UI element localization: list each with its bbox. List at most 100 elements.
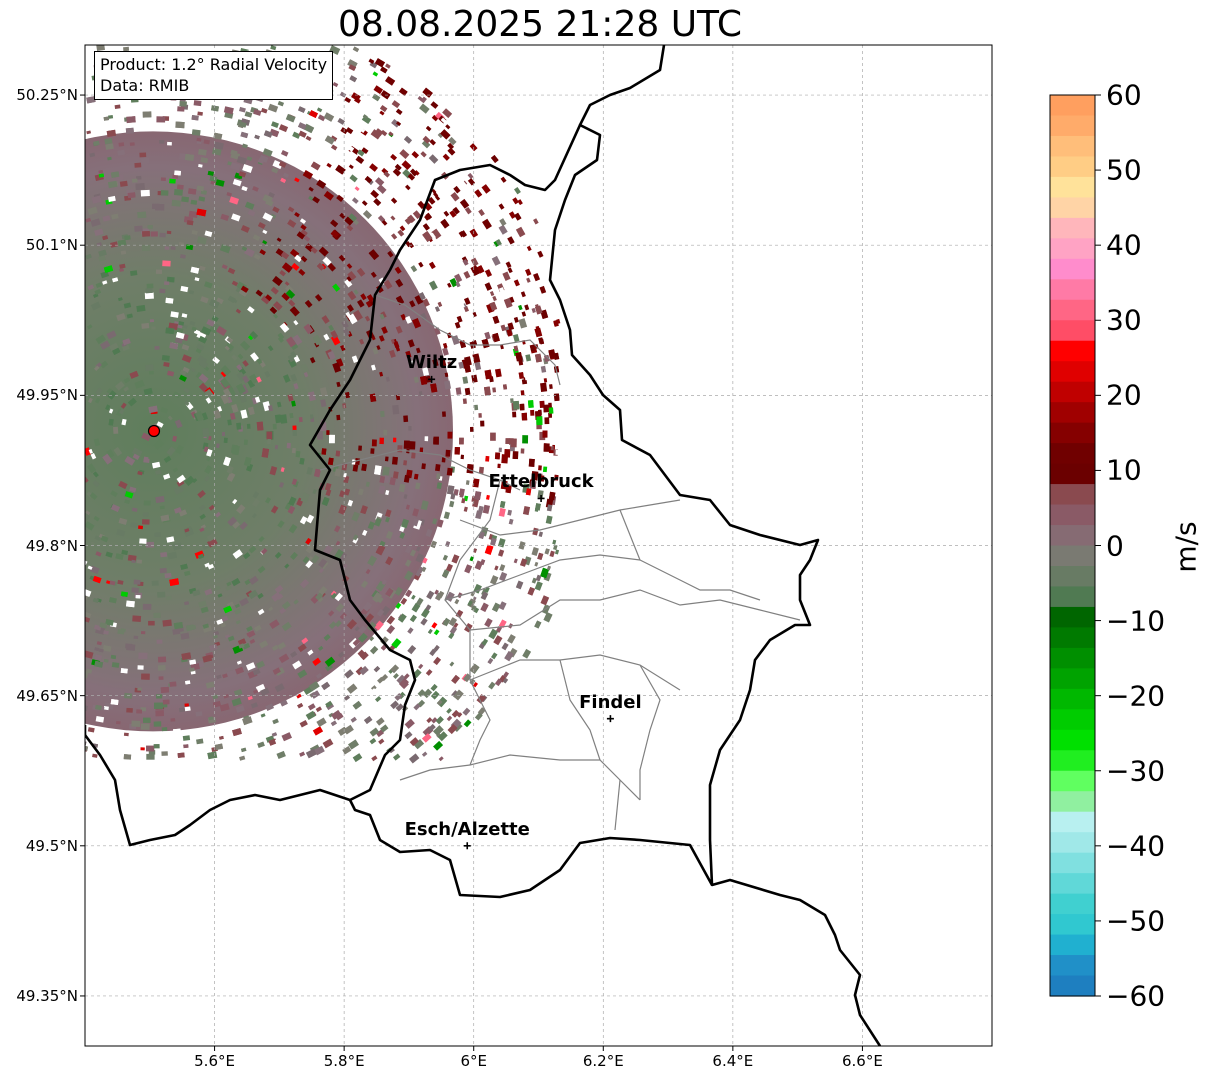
- echo-pixel: [484, 586, 490, 593]
- echo-pixel: [454, 447, 460, 455]
- echo-pixel: [141, 244, 151, 251]
- echo-pixel: [253, 253, 261, 261]
- echo-pixel: [272, 206, 280, 213]
- echo-pixel: [160, 552, 168, 558]
- echo-pixel: [480, 559, 486, 566]
- echo-pixel: [436, 473, 441, 480]
- echo-pixel: [104, 138, 113, 145]
- echo-pixel: [236, 504, 246, 515]
- echo-pixel: [136, 709, 143, 714]
- echo-pixel: [249, 331, 259, 340]
- echo-pixel: [214, 511, 222, 518]
- echo-pixel: [431, 228, 442, 240]
- echo-pixel: [142, 111, 152, 118]
- colorbar-tick-label: −50: [1106, 904, 1166, 938]
- echo-pixel: [160, 686, 170, 693]
- city-label: Wiltz: [405, 352, 458, 374]
- echo-pixel: [227, 295, 236, 303]
- echo-pixel: [85, 611, 92, 620]
- echo-pixel: [376, 717, 385, 726]
- echo-pixel: [512, 400, 520, 410]
- echo-pixel: [531, 471, 539, 481]
- echo-pixel: [346, 619, 357, 630]
- echo-pixel: [429, 138, 436, 146]
- echo-pixel: [111, 213, 119, 220]
- echo-pixel: [255, 683, 266, 693]
- echo-pixel: [447, 147, 456, 156]
- echo-pixel: [415, 569, 422, 577]
- echo-pixel: [543, 404, 549, 413]
- echo-pixel: [489, 575, 499, 585]
- echo-pixel: [220, 393, 230, 405]
- echo-pixel: [470, 257, 479, 267]
- echo-pixel: [286, 336, 297, 348]
- echo-pixel: [345, 127, 354, 135]
- echo-pixel: [181, 344, 190, 351]
- echo-pixel: [144, 292, 154, 300]
- echo-pixel: [202, 654, 213, 663]
- echo-pixel: [357, 649, 365, 657]
- echo-pixel: [512, 197, 519, 205]
- echo-pixel: [405, 316, 412, 324]
- echo-pixel: [113, 426, 119, 434]
- echo-pixel: [106, 580, 111, 585]
- echo-pixel: [504, 448, 511, 458]
- echo-pixel: [513, 279, 520, 287]
- echo-pixel: [383, 429, 388, 436]
- echo-pixel: [171, 199, 181, 207]
- echo-pixel: [549, 384, 553, 390]
- echo-pixel: [306, 466, 313, 475]
- echo-pixel: [431, 114, 439, 122]
- echo-pixel: [287, 219, 297, 228]
- echo-pixel: [369, 163, 378, 172]
- echo-pixel: [419, 447, 424, 453]
- echo-pixel: [208, 436, 212, 441]
- echo-pixel: [252, 234, 261, 241]
- echo-pixel: [422, 223, 430, 231]
- echo-pixel: [176, 474, 186, 484]
- echo-pixel: [205, 397, 212, 404]
- echo-pixel: [425, 528, 433, 538]
- echo-pixel: [355, 155, 365, 165]
- echo-pixel: [207, 170, 214, 176]
- echo-pixel: [311, 554, 320, 564]
- echo-pixel: [287, 394, 294, 402]
- echo-pixel: [190, 367, 196, 373]
- echo-pixel: [142, 603, 152, 610]
- echo-pixel: [141, 322, 150, 329]
- echo-pixel: [376, 608, 385, 617]
- echo-pixel: [94, 289, 101, 295]
- echo-pixel: [246, 423, 251, 429]
- echo-pixel: [109, 342, 119, 352]
- echo-pixel: [184, 703, 189, 707]
- echo-pixel: [383, 279, 393, 290]
- echo-pixel: [379, 110, 385, 116]
- echo-pixel: [315, 673, 323, 679]
- echo-pixel: [554, 474, 559, 481]
- echo-pixel: [90, 541, 96, 546]
- echo-pixel: [538, 465, 542, 471]
- echo-pixel: [206, 456, 211, 462]
- echo-pixel: [463, 719, 472, 728]
- echo-pixel: [404, 218, 412, 225]
- echo-pixel: [484, 369, 493, 380]
- echo-pixel: [135, 175, 142, 180]
- echo-pixel: [394, 164, 402, 171]
- echo-pixel: [336, 194, 344, 202]
- echo-pixel: [229, 196, 239, 205]
- echo-pixel: [153, 439, 165, 450]
- echo-pixel: [381, 579, 387, 585]
- colorbar-tick-label: 0: [1106, 529, 1124, 562]
- echo-pixel: [431, 697, 438, 704]
- echo-pixel: [459, 301, 465, 309]
- canton-lines: [319, 294, 801, 831]
- echo-pixel: [245, 201, 255, 210]
- echo-pixel: [332, 81, 339, 88]
- echo-pixel: [434, 589, 439, 595]
- echo-pixel: [472, 498, 480, 508]
- echo-pixel: [390, 154, 397, 161]
- echo-pixel: [293, 320, 299, 326]
- echo-pixel: [403, 474, 410, 483]
- echo-pixel: [329, 45, 341, 55]
- echo-pixel: [223, 388, 232, 398]
